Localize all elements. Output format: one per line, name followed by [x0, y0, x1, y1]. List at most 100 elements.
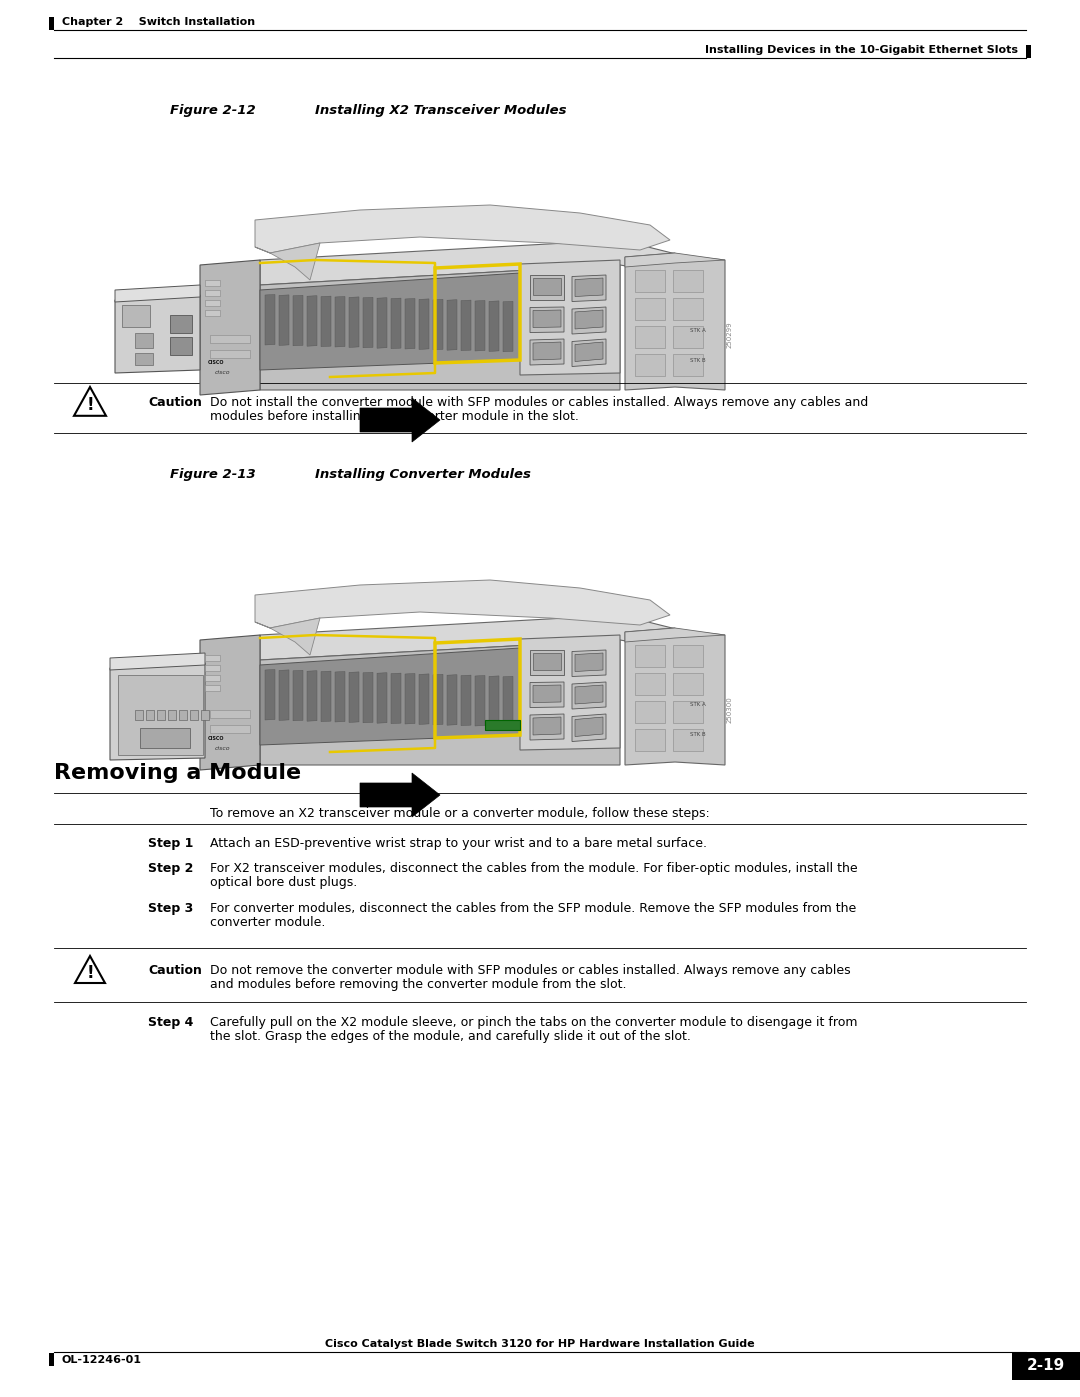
Text: STK B: STK B — [690, 358, 705, 362]
Polygon shape — [75, 956, 105, 983]
Polygon shape — [530, 307, 564, 332]
Polygon shape — [157, 710, 165, 719]
Polygon shape — [625, 629, 725, 766]
Polygon shape — [534, 652, 561, 671]
Polygon shape — [118, 675, 203, 754]
Polygon shape — [349, 672, 359, 722]
Polygon shape — [419, 299, 429, 349]
Bar — [1012, 1352, 1080, 1380]
Polygon shape — [433, 675, 443, 725]
Polygon shape — [377, 673, 387, 724]
Text: Attach an ESD-preventive wrist strap to your wrist and to a bare metal surface.: Attach an ESD-preventive wrist strap to … — [210, 837, 707, 849]
Polygon shape — [335, 296, 345, 346]
Text: Do not install the converter module with SFP modules or cables installed. Always: Do not install the converter module with… — [210, 395, 868, 409]
Polygon shape — [110, 652, 205, 671]
Text: Installing Devices in the 10-Gigabit Ethernet Slots: Installing Devices in the 10-Gigabit Eth… — [705, 45, 1018, 54]
Polygon shape — [519, 636, 620, 750]
Polygon shape — [530, 650, 564, 675]
Polygon shape — [635, 645, 665, 666]
Polygon shape — [205, 665, 220, 671]
Polygon shape — [205, 310, 220, 316]
Text: Caution: Caution — [148, 964, 202, 977]
Polygon shape — [190, 710, 198, 719]
Polygon shape — [170, 337, 192, 355]
Polygon shape — [461, 675, 471, 725]
Text: Removing a Module: Removing a Module — [54, 763, 301, 782]
Text: Step 4: Step 4 — [148, 1016, 193, 1030]
Polygon shape — [114, 285, 200, 302]
Polygon shape — [110, 664, 205, 760]
Text: Caution: Caution — [148, 395, 202, 409]
Text: Cisco Catalyst Blade Switch 3120 for HP Hardware Installation Guide: Cisco Catalyst Blade Switch 3120 for HP … — [325, 1338, 755, 1350]
Polygon shape — [255, 243, 320, 279]
Polygon shape — [293, 295, 303, 346]
Polygon shape — [391, 298, 401, 349]
Polygon shape — [205, 279, 220, 286]
Polygon shape — [135, 332, 153, 348]
Polygon shape — [530, 714, 564, 740]
Text: 250300: 250300 — [727, 697, 733, 724]
Polygon shape — [205, 685, 220, 692]
Polygon shape — [673, 326, 703, 348]
Text: Installing Converter Modules: Installing Converter Modules — [315, 468, 531, 481]
Polygon shape — [349, 298, 359, 348]
Polygon shape — [572, 307, 606, 334]
Text: STK B: STK B — [690, 732, 705, 738]
Polygon shape — [489, 676, 499, 726]
Polygon shape — [635, 729, 665, 752]
Polygon shape — [391, 673, 401, 724]
Polygon shape — [179, 710, 187, 719]
Polygon shape — [673, 701, 703, 724]
Polygon shape — [260, 240, 680, 285]
Polygon shape — [363, 298, 373, 348]
Text: OL-12246-01: OL-12246-01 — [62, 1355, 141, 1365]
Polygon shape — [673, 729, 703, 752]
Polygon shape — [534, 685, 561, 703]
Polygon shape — [321, 296, 330, 346]
Polygon shape — [673, 645, 703, 666]
Polygon shape — [255, 580, 670, 629]
Text: cisco: cisco — [215, 746, 231, 750]
Polygon shape — [572, 714, 606, 742]
Polygon shape — [255, 205, 670, 253]
Text: Figure 2-13: Figure 2-13 — [170, 468, 256, 481]
Text: 250299: 250299 — [727, 321, 733, 348]
Polygon shape — [475, 676, 485, 726]
Text: STK A: STK A — [690, 703, 705, 707]
Polygon shape — [260, 640, 620, 766]
Polygon shape — [255, 617, 320, 655]
Text: CISCO: CISCO — [208, 360, 225, 366]
Polygon shape — [170, 314, 192, 332]
Polygon shape — [635, 673, 665, 694]
Text: !: ! — [86, 395, 94, 414]
Polygon shape — [419, 673, 429, 725]
Polygon shape — [673, 298, 703, 320]
Polygon shape — [447, 300, 457, 351]
Polygon shape — [530, 682, 564, 707]
Text: CISCO: CISCO — [208, 735, 225, 740]
Text: Step 2: Step 2 — [148, 862, 193, 875]
Polygon shape — [572, 339, 606, 366]
Bar — [1026, 45, 1031, 59]
Polygon shape — [635, 298, 665, 320]
Polygon shape — [260, 272, 519, 370]
Polygon shape — [168, 710, 176, 719]
Polygon shape — [360, 398, 440, 441]
Polygon shape — [530, 339, 564, 365]
Polygon shape — [279, 295, 289, 345]
Text: converter module.: converter module. — [210, 916, 325, 929]
Polygon shape — [489, 300, 499, 352]
Bar — [49, 1354, 54, 1366]
Polygon shape — [673, 673, 703, 694]
Polygon shape — [205, 291, 220, 296]
Polygon shape — [210, 710, 249, 718]
Polygon shape — [503, 302, 513, 352]
Polygon shape — [363, 672, 373, 722]
Text: optical bore dust plugs.: optical bore dust plugs. — [210, 876, 357, 888]
Polygon shape — [530, 275, 564, 300]
Polygon shape — [135, 710, 143, 719]
Polygon shape — [625, 629, 725, 643]
Polygon shape — [575, 652, 603, 672]
Polygon shape — [534, 717, 561, 735]
Text: Figure 2-12: Figure 2-12 — [170, 103, 256, 117]
